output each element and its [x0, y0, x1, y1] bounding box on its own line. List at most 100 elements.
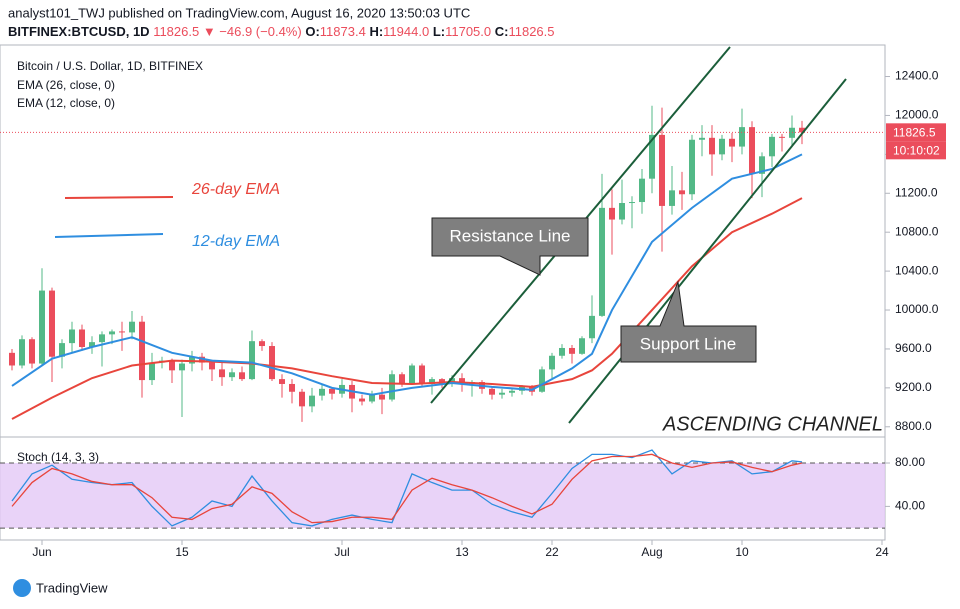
- symbol: BITFINEX:BTCUSD, 1D: [8, 24, 150, 39]
- ema26-annotation: 26-day EMA: [191, 181, 280, 198]
- close-key: C:: [495, 24, 509, 39]
- drawings: [430, 46, 847, 424]
- change: 11826.5 ▼ −46.9 (−0.4%): [153, 24, 302, 39]
- ema26-key-line: [64, 196, 174, 199]
- x-tick-label: Aug: [641, 545, 662, 559]
- candle-body: [719, 138, 725, 155]
- logo: TradingView: [13, 579, 108, 597]
- y-tick-label: 10800.0: [895, 224, 939, 238]
- stoch-line: [11, 449, 803, 527]
- logo-icon: [13, 579, 31, 597]
- open-value: 11873.4: [320, 24, 366, 39]
- candle-body: [329, 388, 335, 394]
- candle-body: [29, 339, 35, 364]
- candle-body: [669, 190, 675, 206]
- candle-body: [119, 331, 125, 333]
- candle-body: [269, 346, 275, 380]
- x-tick-label: 13: [455, 545, 469, 559]
- high-key: H:: [369, 24, 383, 39]
- candle-body: [569, 347, 575, 354]
- candle-body: [539, 369, 545, 392]
- open-key: O:: [305, 24, 319, 39]
- candle-body: [129, 321, 135, 333]
- support-callout: [620, 280, 757, 363]
- y-tick-label: 10400.0: [895, 263, 939, 277]
- low-value: 11705.0: [445, 24, 491, 39]
- candle-body: [49, 290, 55, 357]
- low-key: L:: [433, 24, 445, 39]
- candle-body: [459, 378, 465, 384]
- candle-body: [249, 341, 255, 380]
- candle-body: [649, 134, 655, 179]
- candle-body: [729, 138, 735, 147]
- candle-body: [679, 190, 685, 195]
- ema12-key-line: [54, 233, 164, 238]
- y-tick-label: 80.00: [895, 455, 925, 469]
- countdown-box: [886, 141, 946, 160]
- ema12-legend: EMA (12, close, 0): [17, 96, 115, 110]
- y-tick-label: 9200.0: [895, 380, 932, 394]
- plot-area: [0, 44, 886, 541]
- resistance-callout: [431, 217, 589, 276]
- candle-body: [779, 136, 785, 138]
- candle-body: [769, 136, 775, 157]
- candle-body: [589, 315, 595, 339]
- candle-body: [259, 341, 265, 347]
- close-value: 11826.5: [508, 24, 554, 39]
- candle-body: [209, 362, 215, 370]
- support-trendline: [568, 78, 847, 424]
- x-tick-label: Jun: [32, 545, 51, 559]
- y-tick-label: 8800.0: [895, 419, 932, 433]
- candle-body: [409, 365, 415, 384]
- countdown-label: 10:10:02: [893, 143, 940, 157]
- candle-body: [179, 363, 185, 371]
- candle-body: [9, 352, 15, 366]
- candle-body: [239, 372, 245, 380]
- symbol-legend: Bitcoin / U.S. Dollar, 1D, BITFINEX: [17, 59, 203, 73]
- candle-body: [39, 290, 45, 364]
- candle-body: [229, 372, 235, 378]
- candle-body: [99, 334, 105, 343]
- support-label: Support Line: [640, 334, 736, 353]
- candle-body: [609, 207, 615, 220]
- last-price-label: 11826.5: [893, 125, 936, 139]
- stoch-title: Stoch (14, 3, 3): [17, 450, 99, 464]
- y-tick-label: 10000.0: [895, 302, 939, 316]
- candle-body: [489, 388, 495, 395]
- stoch-band: [0, 463, 885, 529]
- candle-body: [369, 394, 375, 402]
- candle-body: [629, 202, 635, 204]
- x-tick-label: Jul: [334, 545, 349, 559]
- candle-body: [149, 362, 155, 381]
- candle-body: [429, 379, 435, 384]
- ema12-annotation: 12-day EMA: [192, 233, 280, 250]
- quote-line: BITFINEX:BTCUSD, 1D 11826.5 ▼ −46.9 (−0.…: [8, 24, 555, 39]
- last-price-box: [886, 123, 946, 142]
- candle-body: [699, 137, 705, 140]
- logo-text: TradingView: [36, 580, 108, 595]
- ema26-legend: EMA (26, close, 0): [17, 78, 115, 92]
- candle-body: [389, 374, 395, 400]
- candle-body: [379, 394, 385, 400]
- ema-line: [11, 197, 803, 420]
- candle-body: [79, 329, 85, 348]
- candle-body: [59, 343, 65, 357]
- stoch-line: [11, 453, 803, 524]
- candle-body: [639, 178, 645, 203]
- candle-body: [799, 127, 805, 133]
- published-line: analyst101_TWJ published on TradingView.…: [8, 5, 470, 20]
- candle-body: [19, 339, 25, 366]
- candle-body: [559, 347, 565, 356]
- candle-body: [399, 374, 405, 384]
- x-tick-label: 22: [545, 545, 559, 559]
- candle-body: [619, 203, 625, 220]
- candle-body: [579, 338, 585, 354]
- y-tick-label: 40.00: [895, 499, 925, 513]
- candle-body: [599, 207, 605, 316]
- candle-body: [359, 398, 365, 402]
- candle-body: [169, 360, 175, 371]
- candle-body: [739, 127, 745, 147]
- y-tick-label: 12400.0: [895, 69, 939, 83]
- candle-body: [279, 379, 285, 384]
